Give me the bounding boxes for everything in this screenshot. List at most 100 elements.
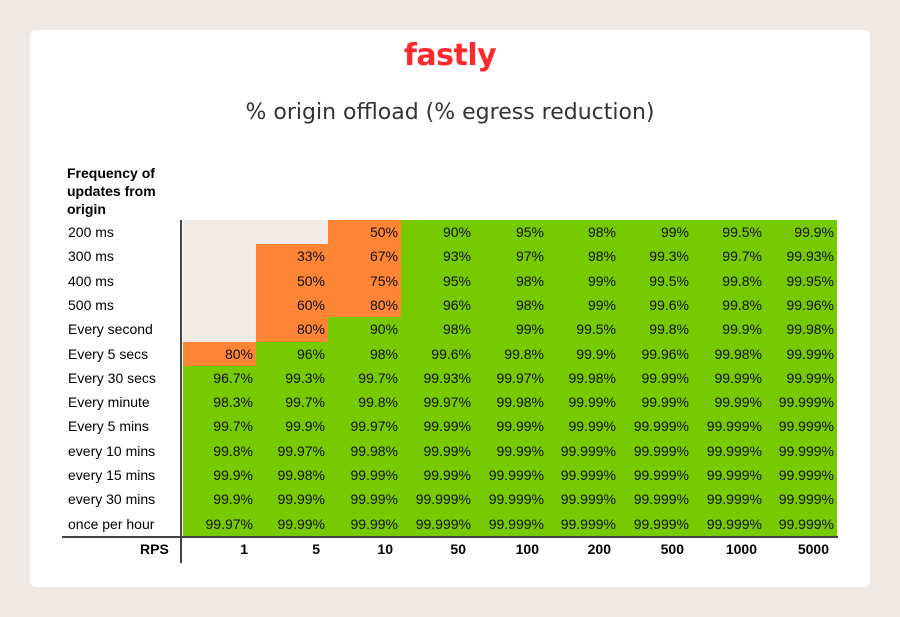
heatmap-cell: 99.9% [183,487,256,512]
heatmap-cell: 99.99% [619,390,692,414]
heatmap-cell: 99.3% [619,244,692,269]
heatmap-cell: 93% [401,244,474,269]
heatmap-cell: 99.999% [765,439,837,463]
heatmap-cell: 96% [256,342,328,366]
heatmap-cell: 99.99% [474,439,547,463]
heatmap-cell: 99.999% [619,487,692,512]
heatmap-cell: 99.999% [619,414,692,439]
heatmap-cell: 60% [256,293,328,317]
heatmap-cell: 99.3% [256,366,328,390]
heatmap-cell: 90% [401,220,474,244]
heatmap-cell: 99.999% [692,439,765,463]
heatmap-cell: 99.9% [183,463,256,487]
heatmap-cell: 99.999% [619,439,692,463]
heatmap-cell: 99% [619,220,692,244]
heatmap-cell: 99.96% [765,293,837,317]
heatmap-cell: 96.7% [183,366,256,390]
heatmap-cell: 99% [547,293,619,317]
heatmap-cell: 99.97% [183,512,256,536]
heatmap-cell: 98% [547,244,619,269]
column-label: 5000 [797,541,829,557]
heatmap-cell: 99.8% [692,293,765,317]
heatmap-cell: 50% [256,269,328,293]
heatmap-cell: 99.999% [692,487,765,512]
heatmap-cell: 99.5% [619,269,692,293]
heatmap-cell: 99.999% [765,414,837,439]
heatmap-cell: 75% [328,269,401,293]
row-label: Every 30 secs [68,370,156,386]
heatmap-cell: 99.8% [692,269,765,293]
row-label: every 10 mins [68,443,156,459]
heatmap-cell: 97% [474,244,547,269]
heatmap-cell: 99.999% [765,390,837,414]
heatmap-cell: 98% [547,220,619,244]
chart-title: % origin offload (% egress reduction) [245,100,655,125]
heatmap-cell: 99.95% [765,269,837,293]
heatmap-cell: 99.999% [765,487,837,512]
heatmap-cell [256,220,328,244]
heatmap-cell: 99.8% [328,390,401,414]
heatmap-cell: 80% [328,293,401,317]
heatmap-cell: 99.5% [692,220,765,244]
heatmap-cell: 99.99% [692,390,765,414]
heatmap-cell: 99.7% [256,390,328,414]
heatmap-cell [183,317,256,342]
heatmap-cell: 99.999% [474,463,547,487]
x-axis-line [62,536,838,538]
column-label: 200 [587,541,611,557]
row-label: Every 5 secs [68,346,149,362]
row-label: 200 ms [68,224,114,240]
fastly-logo: fastly [403,38,497,73]
heatmap-cell: 99.999% [547,439,619,463]
heatmap-cell: 99.999% [547,512,619,536]
heatmap-cell: 99.99% [401,463,474,487]
column-label: 1000 [725,541,757,557]
heatmap-cell: 99.93% [401,366,474,390]
heatmap-cell: 99.999% [474,487,547,512]
heatmap-cell: 99.98% [474,390,547,414]
heatmap-cell: 99.999% [692,463,765,487]
row-label: Every 5 mins [68,418,149,434]
heatmap-cell: 99.999% [765,512,837,536]
heatmap-cell: 99.99% [401,414,474,439]
heatmap-cell: 99.97% [401,390,474,414]
column-label: 10 [377,541,393,557]
heatmap-cell: 99.99% [765,366,837,390]
heatmap-cell [183,220,256,244]
heatmap-cell: 99.7% [692,244,765,269]
heatmap-cell: 99.9% [692,317,765,342]
column-label: 50 [450,541,466,557]
heatmap-cell: 99.99% [328,463,401,487]
heatmap-cell: 99.999% [692,512,765,536]
column-label: 1 [240,541,248,557]
heatmap-cell: 99.99% [328,487,401,512]
heatmap-cell: 99.999% [547,487,619,512]
heatmap-cell: 99.8% [474,342,547,366]
row-label: 300 ms [68,248,114,264]
y-axis-line [180,220,182,563]
heatmap-cell: 98% [474,293,547,317]
heatmap-cell: 99.6% [401,342,474,366]
heatmap-cell [183,244,256,269]
row-label: every 15 mins [68,467,156,483]
heatmap-cell: 99% [474,317,547,342]
heatmap-cell: 99.8% [619,317,692,342]
x-axis-label: RPS [140,541,169,557]
heatmap-cell [183,269,256,293]
heatmap-cell: 99.98% [256,463,328,487]
heatmap-cell: 96% [401,293,474,317]
heatmap-cell: 98% [401,317,474,342]
heatmap-cell: 99.99% [547,414,619,439]
heatmap-cell: 99.97% [256,439,328,463]
heatmap-cell: 99% [547,269,619,293]
heatmap-cell: 99.999% [765,463,837,487]
heatmap-cell: 99.99% [765,342,837,366]
heatmap-cell: 99.98% [547,366,619,390]
heatmap-cell: 99.8% [183,439,256,463]
heatmap-cell: 99.999% [619,512,692,536]
heatmap-cell: 99.99% [547,390,619,414]
heatmap-cell: 99.999% [619,463,692,487]
heatmap-cell: 99.97% [328,414,401,439]
heatmap-cell: 99.999% [474,512,547,536]
heatmap-cell: 50% [328,220,401,244]
